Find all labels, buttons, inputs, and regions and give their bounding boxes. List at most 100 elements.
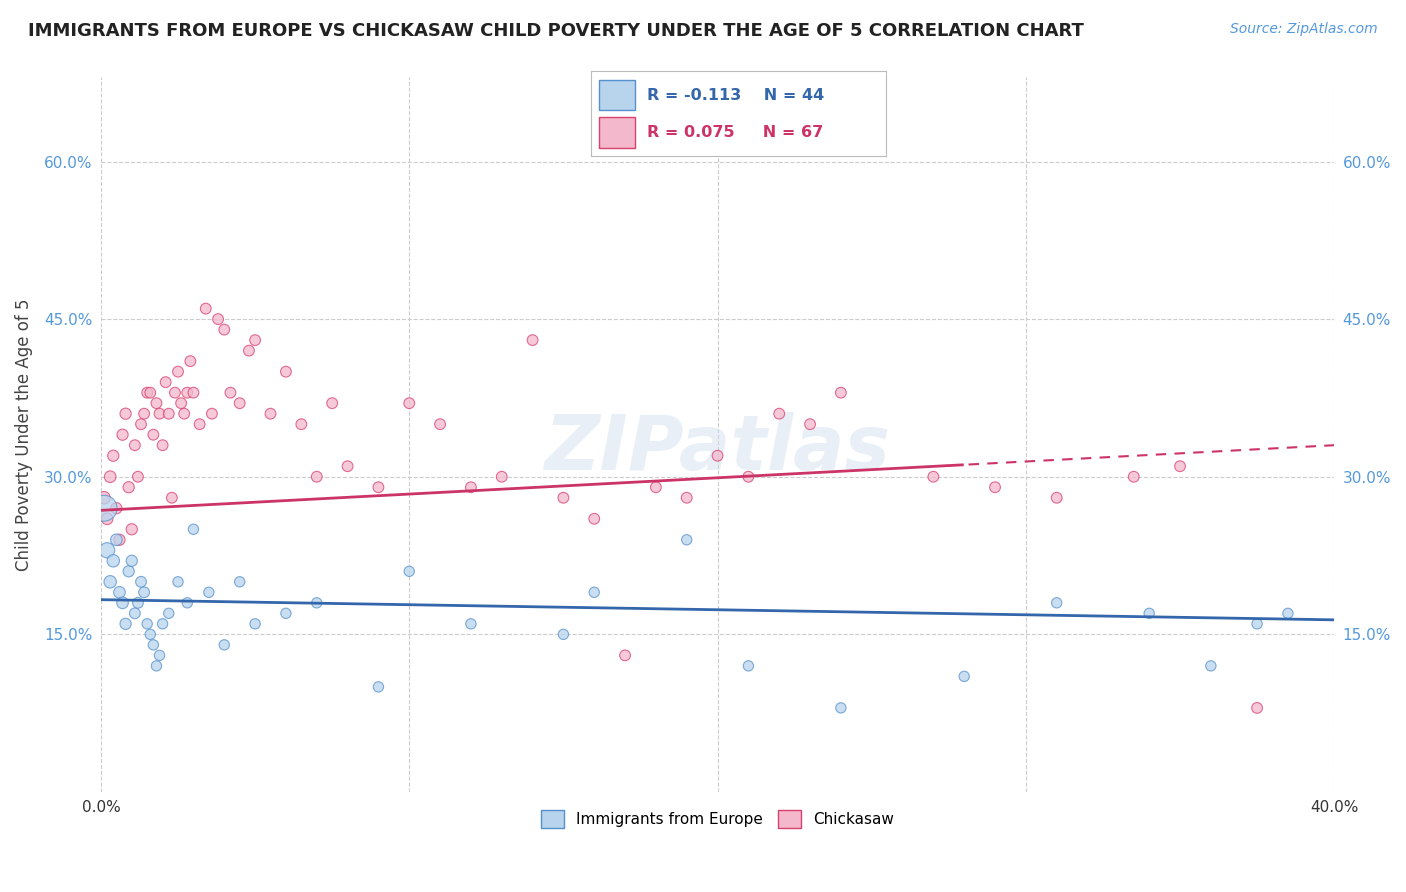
Point (228, 574, 250, 589)
Point (108, 585, 131, 599)
Point (799, 417, 821, 432)
Point (183, 522, 205, 536)
Text: Source: ZipAtlas.com: Source: ZipAtlas.com (1230, 22, 1378, 37)
Point (522, 333, 544, 347)
Point (198, 585, 221, 599)
Point (127, 596, 149, 610)
Point (121, 522, 143, 536)
Point (118, 480, 141, 494)
Point (583, 512, 606, 526)
Point (1246, 701, 1268, 715)
Point (96, 543, 118, 558)
Point (305, 596, 328, 610)
Point (152, 438, 174, 452)
Point (111, 427, 134, 442)
Point (105, 501, 128, 516)
Point (96, 512, 118, 526)
Point (129, 574, 152, 589)
Point (157, 607, 180, 621)
Y-axis label: Child Poverty Under the Age of 5: Child Poverty Under the Age of 5 (15, 299, 32, 571)
Point (553, 627, 575, 641)
Point (124, 438, 146, 452)
Point (367, 680, 389, 694)
Point (1246, 616, 1268, 631)
Point (142, 638, 165, 652)
Point (145, 396, 167, 410)
Legend: Immigrants from Europe, Chickasaw: Immigrants from Europe, Chickasaw (534, 804, 900, 834)
Point (188, 417, 211, 432)
Point (142, 427, 165, 442)
Point (1046, 491, 1069, 505)
Point (398, 564, 420, 578)
Point (114, 407, 136, 421)
Point (176, 385, 198, 400)
Point (768, 407, 790, 421)
Point (145, 658, 167, 673)
Point (103, 449, 125, 463)
Point (398, 396, 420, 410)
Point (214, 323, 236, 337)
Point (675, 491, 697, 505)
Point (367, 480, 389, 494)
Point (155, 375, 177, 389)
Point (139, 385, 162, 400)
Point (243, 616, 266, 631)
Text: R = -0.113    N = 44: R = -0.113 N = 44 (647, 87, 824, 103)
Point (179, 354, 201, 368)
Point (201, 407, 224, 421)
Point (706, 449, 728, 463)
Point (194, 301, 217, 316)
Point (129, 417, 152, 432)
Point (553, 491, 575, 505)
Point (108, 533, 131, 547)
Point (132, 407, 155, 421)
Point (1046, 596, 1069, 610)
Point (167, 365, 190, 379)
Point (1122, 469, 1144, 483)
Point (1199, 658, 1222, 673)
Point (183, 385, 205, 400)
Point (243, 333, 266, 347)
Point (98, 469, 121, 483)
Point (157, 407, 180, 421)
Point (1137, 607, 1160, 621)
Point (290, 417, 312, 432)
Point (259, 407, 281, 421)
Point (176, 596, 198, 610)
Point (160, 491, 183, 505)
Point (170, 396, 193, 410)
Point (105, 533, 128, 547)
Text: ZIPatlas: ZIPatlas (544, 412, 890, 486)
Point (103, 554, 125, 568)
Point (148, 407, 170, 421)
Point (460, 616, 482, 631)
Point (1168, 459, 1191, 474)
Point (644, 480, 666, 494)
Point (148, 648, 170, 663)
Text: R = 0.075     N = 67: R = 0.075 N = 67 (647, 125, 823, 140)
Point (121, 554, 143, 568)
Point (675, 533, 697, 547)
Point (429, 417, 451, 432)
Point (491, 469, 513, 483)
Text: IMMIGRANTS FROM EUROPE VS CHICKASAW CHILD POVERTY UNDER THE AGE OF 5 CORRELATION: IMMIGRANTS FROM EUROPE VS CHICKASAW CHIL… (28, 22, 1084, 40)
Point (93, 491, 115, 505)
Point (98, 574, 121, 589)
Point (583, 585, 606, 599)
Point (139, 627, 162, 641)
Point (460, 480, 482, 494)
Point (152, 616, 174, 631)
Point (214, 638, 236, 652)
Point (922, 469, 945, 483)
Point (163, 385, 186, 400)
Point (953, 669, 976, 683)
Point (614, 648, 637, 663)
Point (124, 607, 146, 621)
Point (173, 407, 195, 421)
Point (114, 616, 136, 631)
Point (207, 312, 229, 326)
Point (132, 585, 155, 599)
Point (111, 596, 134, 610)
Point (238, 343, 260, 358)
Bar (599, 80, 636, 111)
